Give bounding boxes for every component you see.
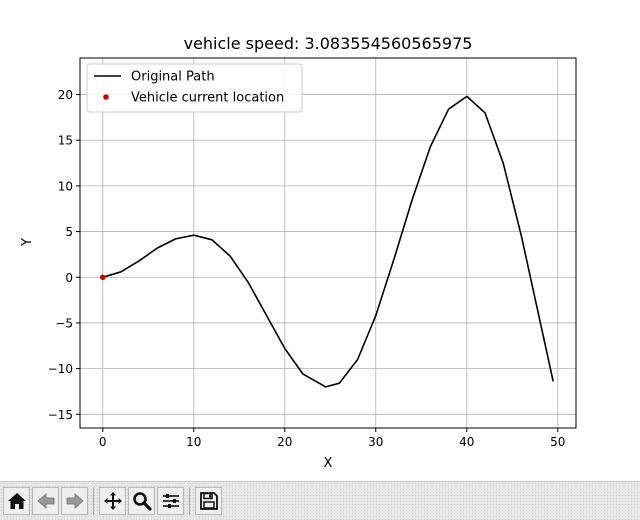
arrow-left-icon [36,493,54,509]
legend-label: Original Path [131,70,215,85]
floppy-disk-icon [199,492,218,510]
toolbar-separator [189,487,190,515]
back-button[interactable] [32,487,59,515]
figure: vehicle speed: 3.083554560565975 0 10 20 30… [20,34,577,471]
y-tick-label: 10 [58,179,73,193]
axes-frame [79,57,577,429]
save-button[interactable] [195,487,222,515]
navigation-toolbar [0,481,640,520]
legend-label: Vehicle current location [131,91,284,106]
pan-button[interactable] [99,487,126,515]
y-tick-label: 0 [65,271,73,285]
x-axis-label: X [324,456,333,471]
vehicle-location-point [99,274,106,281]
plot-area: 0 10 20 30 40 50 −15 −10 −5 0 5 10 15 20 Original Path… [48,57,577,449]
y-tick-label: 20 [58,88,73,102]
y-tick-label: 15 [58,134,73,148]
toolbar-separator [93,487,94,515]
y-tick-label: −15 [48,408,73,422]
x-tick-label: 0 [99,435,107,449]
x-tick-label: 20 [277,435,292,449]
home-icon [7,493,26,509]
legend-marker-point [103,94,109,100]
y-tick-label: −10 [48,362,73,376]
zoom-button[interactable] [128,487,155,515]
x-tick-label: 50 [550,435,565,449]
sliders-icon [162,494,179,508]
y-tick-label: 5 [65,225,73,239]
legend-box [86,63,303,113]
move-icon [103,492,122,510]
y-axis-label: Y [20,238,35,247]
configure-subplots-button[interactable] [157,487,184,515]
x-tick-label: 30 [368,435,383,449]
x-tick-label: 40 [459,435,474,449]
home-button[interactable] [3,487,30,515]
magnifier-icon [132,492,152,511]
chart-title: vehicle speed: 3.083554560565975 [184,34,473,53]
path-line [102,95,554,388]
y-tick-label: −5 [55,316,73,330]
arrow-right-icon [66,493,84,509]
x-tick-label: 10 [186,435,201,449]
forward-button[interactable] [61,487,88,515]
plot-background [80,58,576,428]
